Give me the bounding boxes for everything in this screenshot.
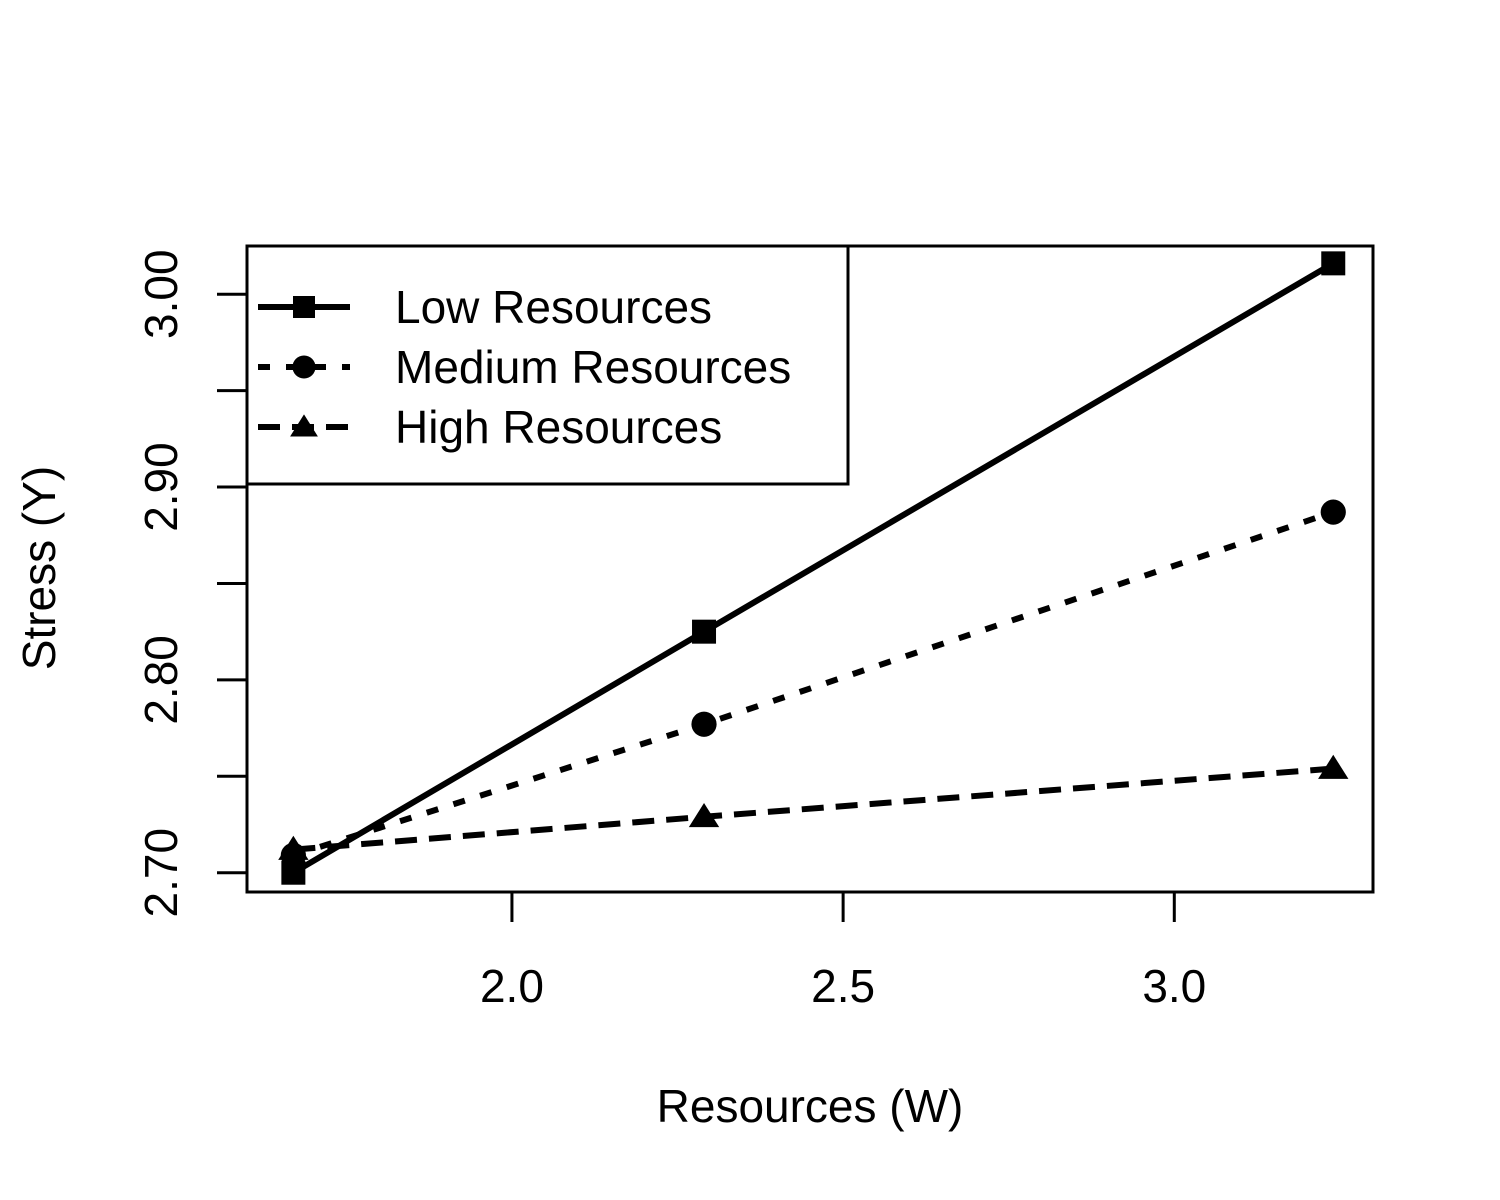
x-tick-label: 2.5 bbox=[811, 960, 875, 1012]
y-tick-label: 2.70 bbox=[135, 828, 187, 918]
x-tick-label: 3.0 bbox=[1142, 960, 1206, 1012]
data-point-square bbox=[692, 619, 717, 644]
data-point-triangle bbox=[1318, 754, 1349, 779]
x-tick-label: 2.0 bbox=[480, 960, 544, 1012]
legend-marker-circle bbox=[292, 355, 316, 379]
series-lines bbox=[278, 251, 1349, 885]
data-point-circle bbox=[691, 711, 717, 737]
legend-marker-square bbox=[293, 296, 315, 318]
data-point-triangle bbox=[688, 802, 720, 828]
series-line-1 bbox=[292, 509, 1335, 859]
y-tick-label: 3.00 bbox=[135, 249, 187, 339]
legend: Low Resources Medium Resources High Resour… bbox=[245, 244, 850, 486]
legend-label: High Resources bbox=[395, 401, 722, 453]
legend-label: Low Resources bbox=[395, 281, 712, 333]
legend-label: Medium Resources bbox=[395, 341, 791, 393]
legend-marker-triangle bbox=[290, 414, 318, 437]
axes: 2.0 2.5 3.0 2.70 2.80 2.90 3.00 bbox=[135, 244, 1375, 1012]
data-point-square bbox=[1321, 251, 1346, 276]
y-tick-label: 2.80 bbox=[135, 635, 187, 725]
data-point-triangle bbox=[278, 835, 309, 860]
y-tick-label: 2.90 bbox=[135, 442, 187, 532]
x-axis-label: Resources (W) bbox=[657, 1080, 964, 1132]
y-axis-label: Stress (Y) bbox=[13, 466, 65, 670]
data-point-circle bbox=[1320, 499, 1346, 525]
